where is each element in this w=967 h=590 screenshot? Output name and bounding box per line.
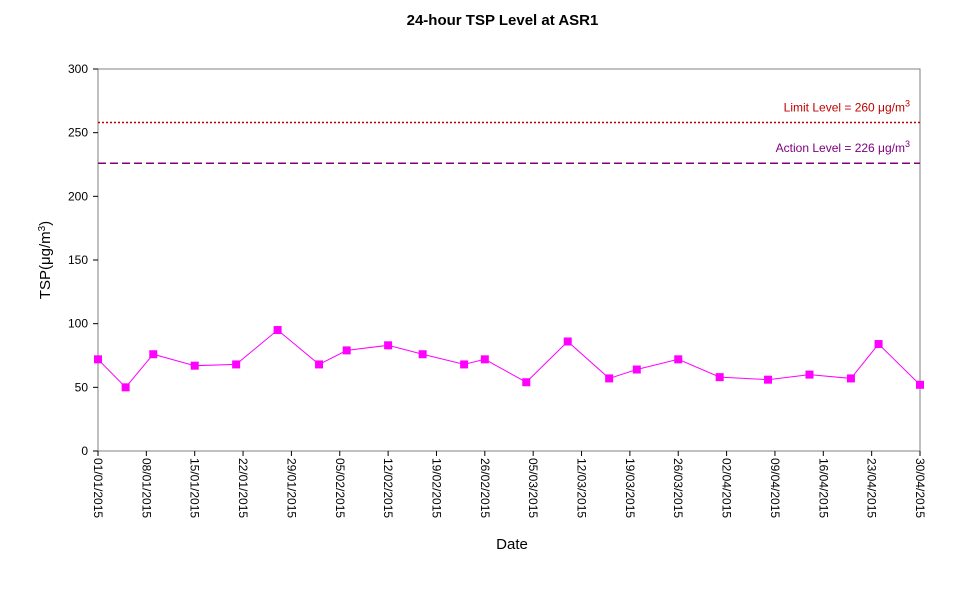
y-tick-label: 50 — [75, 380, 89, 394]
data-point — [874, 340, 883, 349]
data-point — [846, 374, 855, 383]
reference-line-label: Limit Level = 260 μg/m3 — [784, 98, 910, 114]
data-point — [315, 360, 324, 369]
data-point — [190, 361, 199, 370]
x-tick-label: 12/02/2015 — [381, 458, 395, 518]
data-point — [605, 374, 614, 383]
y-tick-label: 0 — [81, 444, 88, 458]
x-axis: 01/01/2015 08/01/2015 15/01/2015 22/01/2015… — [91, 451, 927, 518]
data-point — [460, 360, 469, 369]
data-point — [121, 383, 130, 392]
x-tick-label: 01/01/2015 — [91, 458, 105, 518]
data-point — [674, 355, 683, 364]
data-point — [632, 365, 641, 374]
data-point — [418, 350, 427, 359]
data-point — [480, 355, 489, 364]
x-axis-title: Date — [496, 536, 528, 553]
data-point — [342, 346, 351, 355]
y-tick-label: 150 — [68, 253, 88, 267]
chart-title: 24-hour TSP Level at ASR1 — [406, 12, 599, 29]
x-tick-label: 22/01/2015 — [236, 458, 250, 518]
x-tick-label: 15/01/2015 — [188, 458, 202, 518]
x-tick-label: 08/01/2015 — [139, 458, 153, 518]
x-tick-label: 19/02/2015 — [429, 458, 443, 518]
y-tick-label: 100 — [68, 317, 88, 331]
data-point — [94, 355, 102, 364]
data-point — [764, 375, 773, 384]
x-tick-label: 29/01/2015 — [284, 458, 298, 518]
data-point — [916, 380, 924, 389]
data-point — [149, 350, 158, 359]
x-tick-label: 19/03/2015 — [623, 458, 637, 518]
reference-lines: Limit Level = 260 μg/m3 Action Level = 22… — [98, 98, 920, 164]
x-tick-label: 26/02/2015 — [478, 458, 492, 518]
y-tick-label: 200 — [68, 189, 88, 203]
data-point — [563, 337, 572, 346]
x-tick-label: 09/04/2015 — [768, 458, 782, 518]
x-tick-label: 26/03/2015 — [671, 458, 685, 518]
x-tick-label: 23/04/2015 — [865, 458, 879, 518]
data-point — [805, 370, 814, 379]
y-tick-label: 300 — [68, 62, 88, 76]
x-tick-label: 05/02/2015 — [333, 458, 347, 518]
x-tick-label: 02/04/2015 — [720, 458, 734, 518]
x-tick-label: 05/03/2015 — [526, 458, 540, 518]
y-tick-label: 250 — [68, 126, 88, 140]
reference-line-label: Action Level = 226 μg/m3 — [776, 139, 910, 155]
series-group — [94, 326, 924, 392]
x-tick-label: 12/03/2015 — [575, 458, 589, 518]
x-tick-label: 30/04/2015 — [913, 458, 927, 518]
plot-area — [97, 68, 921, 452]
y-axis-title: TSP(μg/m3) — [37, 221, 55, 299]
data-point — [522, 378, 531, 387]
y-axis: 0 50 100 150 200 250 300 — [68, 62, 98, 458]
data-point — [715, 373, 724, 382]
x-tick-label: 16/04/2015 — [816, 458, 830, 518]
data-point — [232, 360, 241, 369]
data-point — [273, 326, 282, 335]
data-point — [384, 341, 393, 350]
